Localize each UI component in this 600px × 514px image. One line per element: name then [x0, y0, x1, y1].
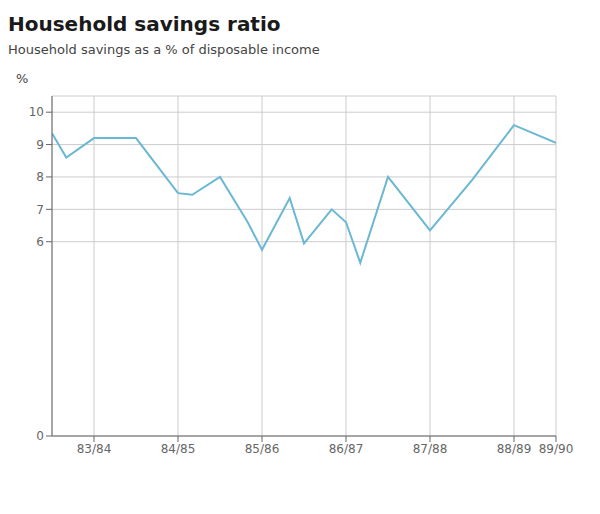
svg-text:83/84: 83/84	[77, 442, 112, 456]
html-text:Household savings as a % of di: Household savings as a % of disposable i…	[8, 42, 320, 57]
svg-text:7: 7	[36, 203, 44, 217]
svg-text:89/90: 89/90	[539, 442, 574, 456]
svg-text:9: 9	[36, 138, 44, 152]
svg-text:10: 10	[29, 105, 44, 119]
svg-text:86/87: 86/87	[329, 442, 364, 456]
svg-text:85/86: 85/86	[245, 442, 280, 456]
svg-text:88/89: 88/89	[497, 442, 532, 456]
svg-text:87/88: 87/88	[413, 442, 448, 456]
svg-text:0: 0	[36, 429, 44, 443]
svg-text:8: 8	[36, 170, 44, 184]
html-text:Household savings ratio: Household savings ratio	[8, 12, 281, 36]
svg-text:6: 6	[36, 235, 44, 249]
svg-text:84/85: 84/85	[161, 442, 196, 456]
